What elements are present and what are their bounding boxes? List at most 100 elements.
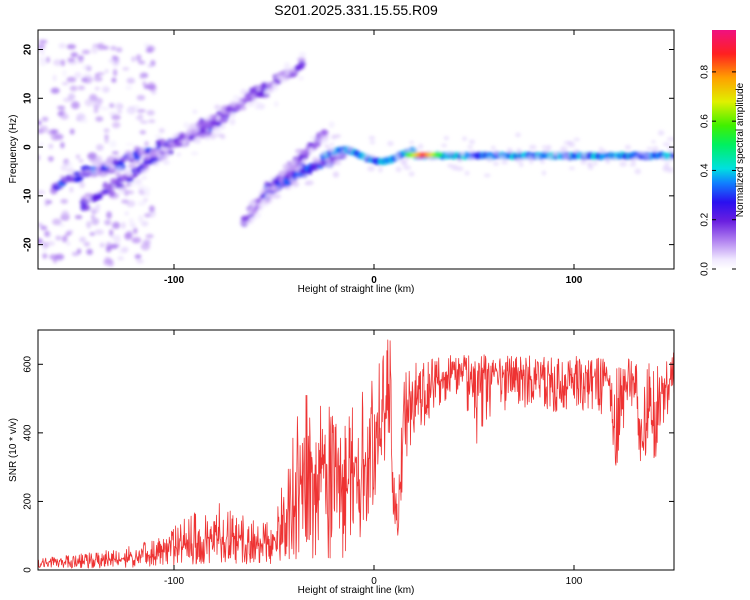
spectrogram-blob xyxy=(108,259,114,267)
spectrogram-blob xyxy=(141,176,147,180)
spectrogram-blob xyxy=(141,153,146,159)
spectrogram-blob xyxy=(91,46,99,54)
spectrogram-blob xyxy=(103,88,110,92)
spectrogram-blob xyxy=(558,150,566,155)
snr-y-axis-label: SNR (10 * v/v) xyxy=(8,418,19,482)
spectrogram-blob xyxy=(40,225,48,231)
spectrogram-blob xyxy=(164,158,169,163)
spectrogram-blob xyxy=(134,178,142,185)
spectrogram-blob xyxy=(252,96,257,104)
spectrogram-blob xyxy=(562,153,570,159)
spectrogram-blob xyxy=(332,171,339,178)
spectrogram-blob xyxy=(251,199,256,203)
spectrogram-blob xyxy=(143,198,149,202)
spectrogram-blob xyxy=(125,142,135,146)
spectrogram-blob xyxy=(176,152,181,157)
spectrogram-blob xyxy=(114,102,124,110)
spectrogram-blob xyxy=(137,113,144,121)
spectrogram-blob xyxy=(183,122,189,129)
spectrogram-blob xyxy=(367,165,375,172)
spectrogram-blob xyxy=(48,143,54,149)
spectrogram-blob xyxy=(49,254,59,260)
spectrogram-blob xyxy=(265,192,272,198)
spectrogram-blob xyxy=(624,144,632,150)
spectrogram-blob xyxy=(229,99,238,107)
x-tick-label: -100 xyxy=(164,576,184,587)
y-tick-label: 200 xyxy=(23,493,34,510)
spectrogram-blob xyxy=(66,241,71,246)
spectrogram-blob xyxy=(242,89,249,94)
spectrogram-blob xyxy=(329,148,336,153)
spectrogram-blob xyxy=(631,158,636,164)
spectrogram-blob xyxy=(48,156,54,163)
spectrogram-blob xyxy=(403,165,412,170)
spectrogram-blob xyxy=(283,66,291,72)
spectrogram-blob xyxy=(122,67,130,71)
spectrogram-blob xyxy=(293,181,300,187)
spectrogram-blob xyxy=(42,246,47,252)
spectrogram-blob xyxy=(140,120,148,124)
spectrogram-blob xyxy=(53,59,63,66)
spectrogram-blob xyxy=(63,161,73,168)
spectrogram-blob xyxy=(79,236,86,243)
spectrogram-blob xyxy=(273,101,279,107)
spectrogram-blob xyxy=(498,154,506,160)
spectrogram-blob xyxy=(104,219,112,226)
spectrogram-blob xyxy=(61,210,70,218)
spectrogram-blob xyxy=(121,246,129,253)
spectrogram-blob xyxy=(90,215,95,219)
spectrogram-blob xyxy=(87,152,98,160)
spectrogram-blob xyxy=(316,159,322,164)
spectrogram-blob xyxy=(113,182,124,189)
spectrogram-blob xyxy=(368,135,376,141)
spectrogram-blob xyxy=(58,43,67,49)
spectrogram-blob xyxy=(146,110,155,116)
spectrogram-blob xyxy=(634,168,641,175)
colorbar-tick-label: 0.2 xyxy=(700,212,711,226)
spectrogram-blob xyxy=(143,84,150,89)
x-tick-label: 0 xyxy=(371,576,377,587)
spectrogram-blob xyxy=(328,162,334,169)
spectrogram-blob xyxy=(122,169,131,175)
spectrogram-blob xyxy=(77,85,86,91)
spectrogram-blob xyxy=(464,171,470,176)
spectrogram-blob xyxy=(102,45,109,50)
spectrogram-blob xyxy=(113,68,118,77)
spectrogram-blob xyxy=(112,58,120,67)
spectrogram-blob xyxy=(246,102,255,107)
spectrogram-blob xyxy=(109,244,119,249)
spectrogram-blob xyxy=(108,190,116,197)
colorbar-ticks: 0.0 0.2 0.4 0.6 0.8 xyxy=(700,64,736,276)
spectrogram-blob xyxy=(79,181,85,189)
spectrogram-blob xyxy=(171,133,179,139)
spectrogram-blob xyxy=(330,153,335,157)
spectrogram-blob xyxy=(260,200,266,208)
spectrogram-blob xyxy=(629,163,637,167)
spectrogram-blob xyxy=(334,134,341,138)
spectrogram-blob xyxy=(91,217,100,226)
spectrogram-blob xyxy=(140,169,148,174)
spectrogram-blob xyxy=(447,163,453,168)
spectrogram-blob xyxy=(457,159,462,163)
spectrogram-blob xyxy=(138,146,146,153)
spectrogram-blob xyxy=(418,143,424,149)
spectrogram-blob xyxy=(95,204,100,208)
spectrogram-blob xyxy=(125,177,134,183)
spectrogram-blob xyxy=(408,171,415,177)
spectrogram-blob xyxy=(148,85,155,90)
spectrogram-blob xyxy=(467,145,473,149)
spectrogram-blob xyxy=(135,54,142,62)
spectrogram-blob xyxy=(158,128,165,134)
spectrogram-blob xyxy=(78,159,84,163)
spectrogram-blob xyxy=(136,109,146,113)
spectrogram-blob xyxy=(66,76,77,83)
snr-plot-area xyxy=(38,339,674,569)
spectrogram-blob xyxy=(131,236,142,244)
spectrogram-blob xyxy=(284,186,292,190)
spectrogram-blob xyxy=(55,235,62,241)
colorbar-tick-label: 0.4 xyxy=(700,163,711,177)
spectrogram-blob xyxy=(214,104,221,110)
spectrogram-blob xyxy=(651,146,659,152)
spectrogram-blob xyxy=(573,148,579,154)
